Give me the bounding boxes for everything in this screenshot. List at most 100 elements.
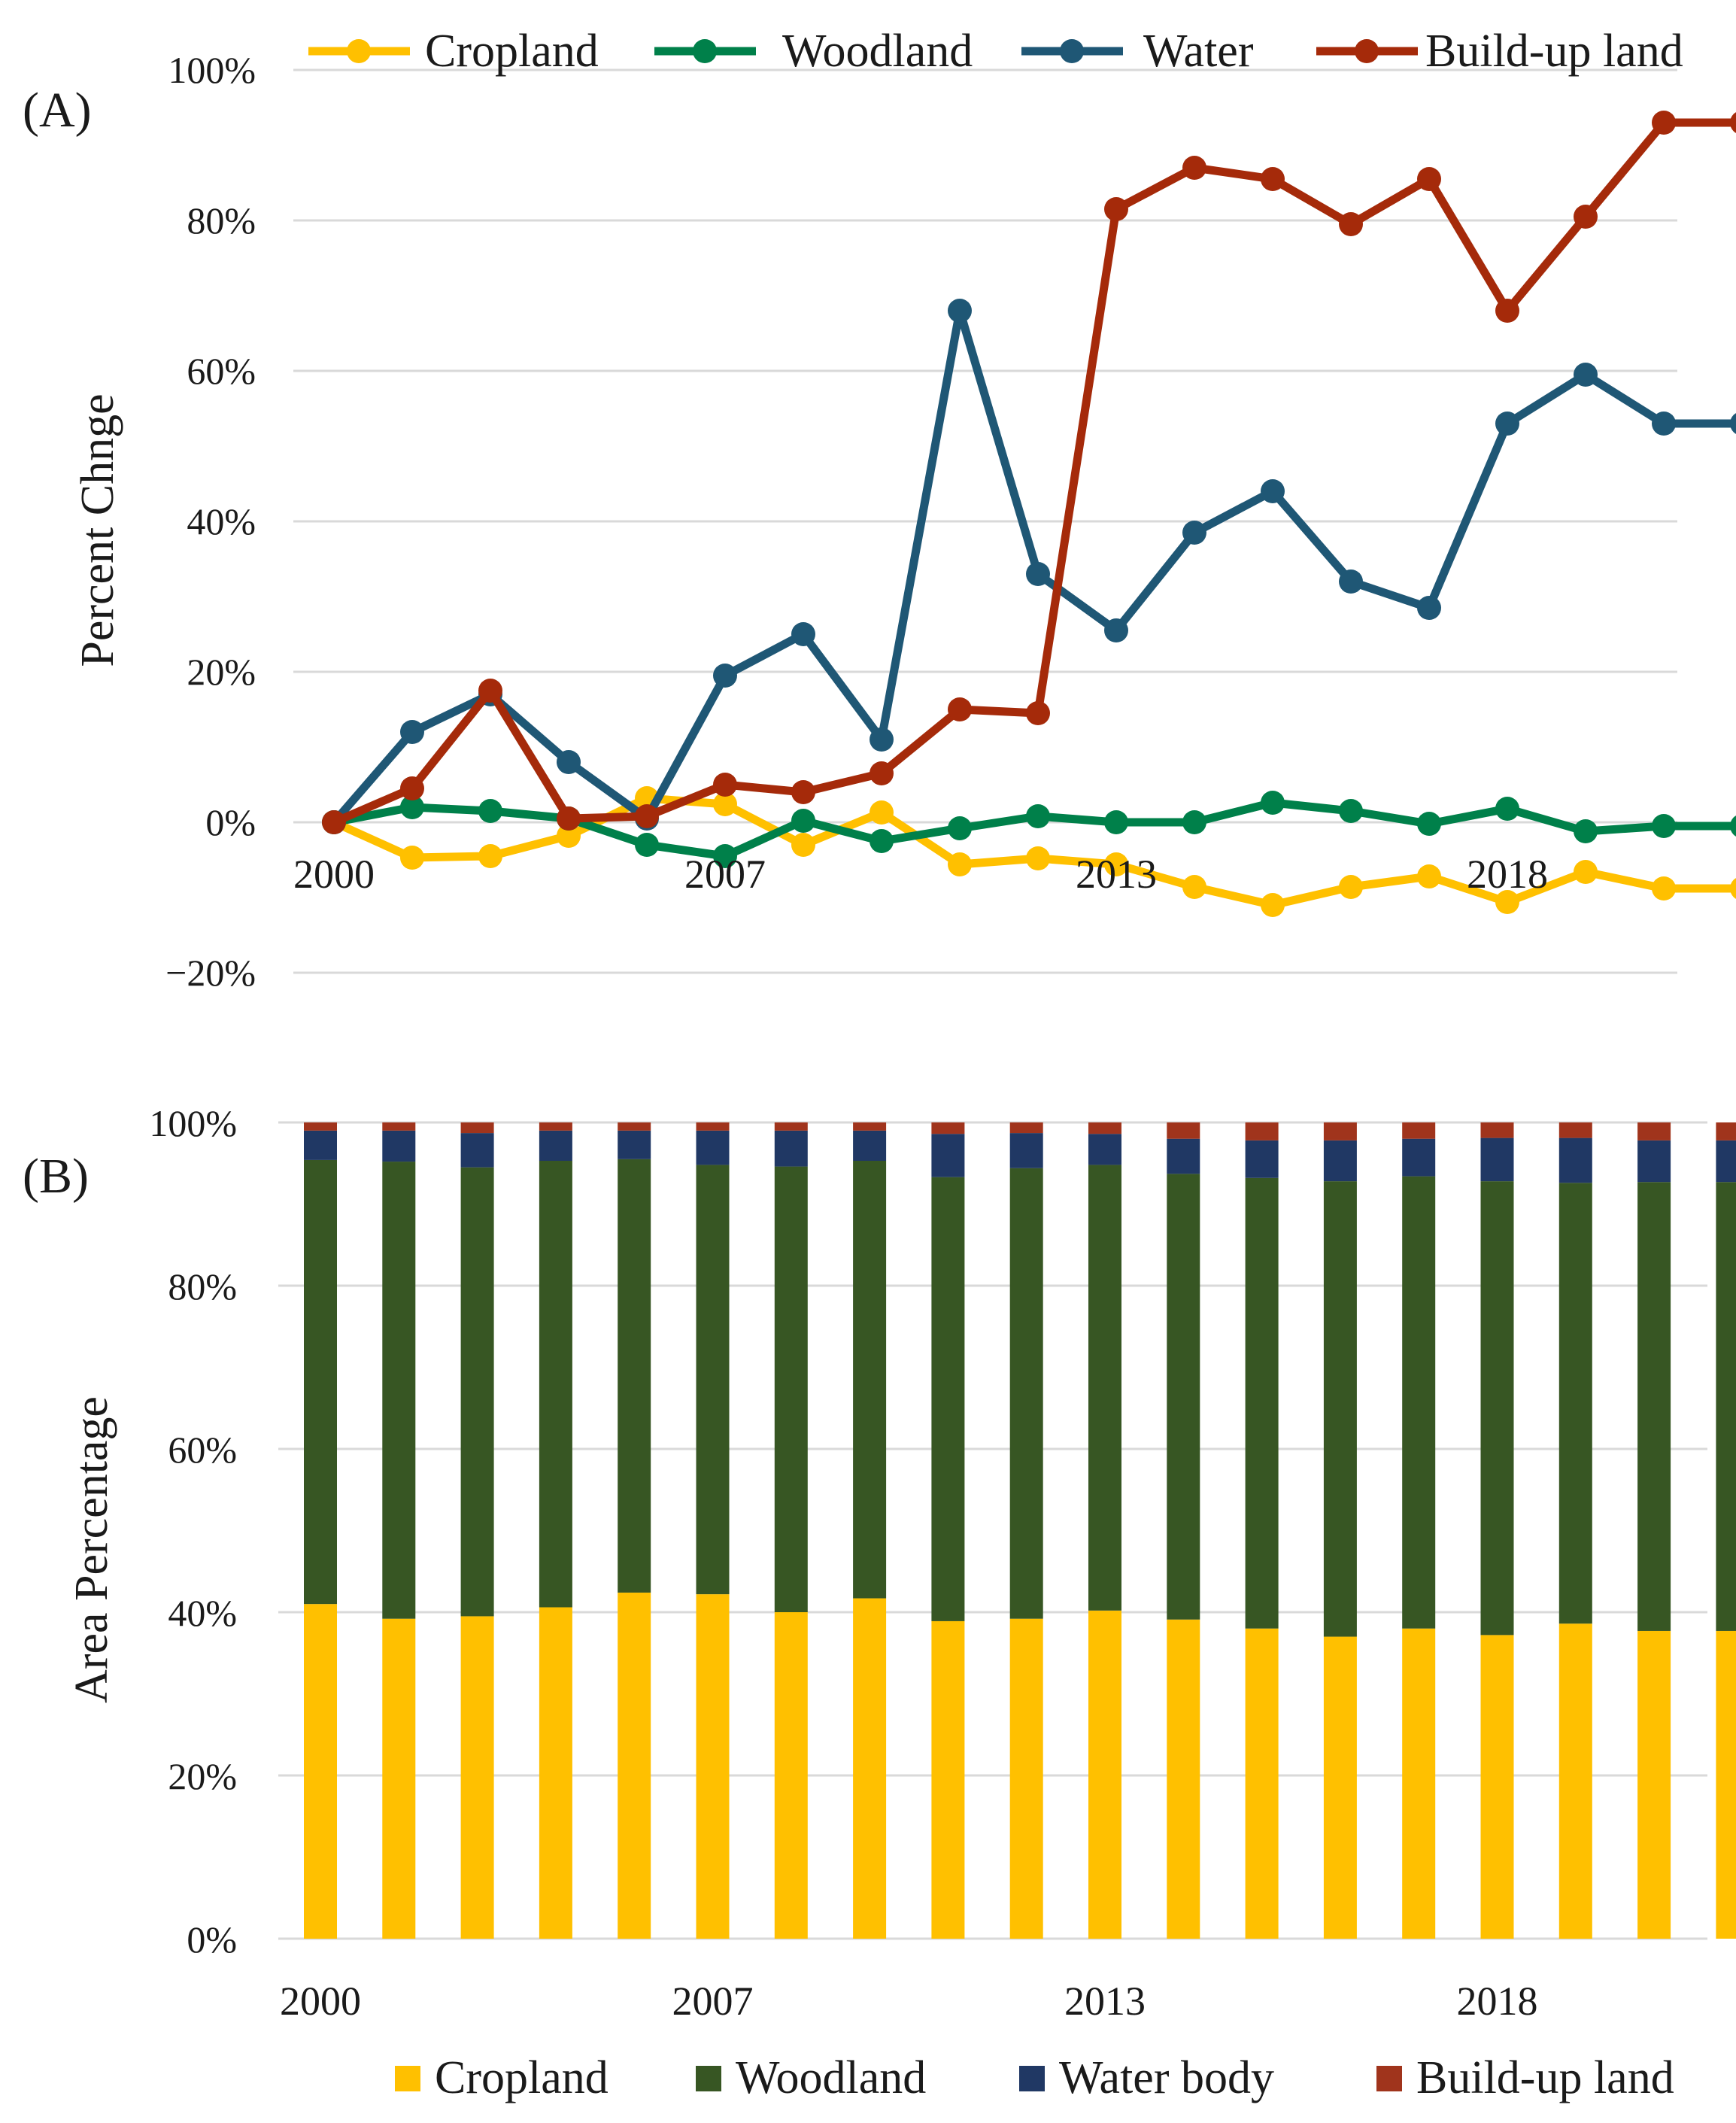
cropland-bar-segment: [1402, 1628, 1436, 1939]
cropland-bar-segment: [382, 1618, 416, 1939]
panel-a-label: (A): [23, 83, 92, 138]
water-point: [400, 720, 424, 744]
water-body-bar-segment: [853, 1130, 887, 1161]
woodland-point: [870, 829, 894, 853]
water-body-bar-segment: [1637, 1140, 1671, 1183]
build-up-land-point: [870, 761, 894, 785]
water-point: [1261, 479, 1285, 503]
cropland-bar-segment: [304, 1604, 337, 1939]
legend-marker: [1060, 39, 1084, 63]
water-point: [870, 727, 894, 752]
woodland-bar-segment: [1716, 1182, 1736, 1631]
water-body-bar-segment: [1558, 1137, 1592, 1183]
legend-swatch: [696, 2066, 721, 2091]
build-up-land-point: [1182, 156, 1206, 180]
build-up-land-point: [1730, 112, 1736, 133]
panel-a-x-tick-label: 2018: [1467, 852, 1548, 897]
cropland-bar-segment: [1167, 1619, 1200, 1939]
woodland-bar-segment: [460, 1167, 494, 1617]
legend-swatch: [1019, 2066, 1045, 2091]
cropland-point: [791, 833, 815, 857]
cropland-bar-segment: [539, 1607, 572, 1939]
water-body-bar-segment: [1167, 1138, 1200, 1174]
woodland-point: [635, 833, 659, 857]
cropland-line: [329, 794, 1736, 910]
panel-a-legend-item: Woodland: [654, 26, 973, 77]
legend-label: Water body: [1059, 2052, 1274, 2103]
build-up-land-point: [635, 804, 659, 828]
woodland-bar-segment: [774, 1166, 808, 1612]
panel-b-label: (B): [23, 1149, 89, 1204]
legend-label: Woodland: [782, 26, 973, 77]
bar-stack-2005: [696, 1122, 730, 1939]
cropland-bar-segment: [1245, 1628, 1279, 1939]
series-water: [322, 299, 1736, 834]
legend-label: Build-up land: [1416, 2052, 1674, 2103]
build-up-land-point: [1574, 205, 1598, 229]
build-up-land-bar-segment: [382, 1122, 416, 1131]
cropland-point: [1652, 876, 1676, 901]
panel-b-gridlines: [278, 1121, 1707, 1940]
panel-b-x-ticks: 2000 2007 2013 2018: [280, 1979, 1538, 2024]
water-point: [713, 664, 737, 688]
cropland-point: [1730, 878, 1736, 899]
build-up-land-bar-segment: [1480, 1122, 1514, 1138]
woodland-bar-segment: [1167, 1174, 1200, 1620]
woodland-point: [1026, 804, 1050, 828]
panel-b-y-tick-label: 80%: [168, 1265, 237, 1308]
panel-b-x-tick-label: 2000: [280, 1979, 361, 2024]
build-up-land-bar-segment: [304, 1122, 337, 1131]
build-up-land-bar-segment: [696, 1122, 730, 1131]
panel-a-y-ticks: −20% 0% 20% 40% 60% 80% 100%: [165, 49, 256, 994]
build-up-land-bar-segment: [1716, 1122, 1736, 1140]
panel-a-x-tick-label: 2000: [293, 852, 375, 897]
build-up-land-bar-segment: [1323, 1122, 1357, 1140]
panel-a-y-tick-label: 0%: [205, 801, 256, 843]
woodland-bar-segment: [1323, 1181, 1357, 1637]
build-up-land-bar-segment: [1245, 1122, 1279, 1140]
panel-b-y-tick-label: 0%: [187, 1918, 237, 1961]
legend-label: Cropland: [435, 2052, 609, 2103]
woodland-bar-segment: [304, 1159, 337, 1605]
bar-stack-2009: [1009, 1122, 1043, 1939]
water-body-bar-segment: [618, 1130, 651, 1159]
panel-a-x-tick-label: 2007: [684, 852, 766, 897]
water-point: [557, 750, 581, 774]
bar-stack-2007: [853, 1122, 887, 1939]
bar-stack-2008: [931, 1122, 965, 1939]
cropland-bar-segment: [618, 1592, 651, 1939]
woodland-bar-segment: [931, 1177, 965, 1621]
cropland-point: [1339, 875, 1363, 899]
panel-a-y-tick-label: 80%: [187, 199, 256, 241]
woodland-point: [400, 795, 424, 819]
panel-b-y-tick-label: 60%: [168, 1429, 237, 1471]
woodland-point: [1339, 799, 1363, 823]
build-up-land-bar-segment: [1637, 1122, 1671, 1140]
build-up-land-bar-segment: [853, 1122, 887, 1131]
legend-label: Build-up land: [1425, 26, 1683, 77]
bar-stack-2018: [1716, 1122, 1736, 1939]
woodland-bar-segment: [539, 1160, 572, 1608]
water-body-bar-segment: [1716, 1140, 1736, 1183]
cropland-bar-segment: [1558, 1623, 1592, 1939]
build-up-land-bar-segment: [1009, 1122, 1043, 1134]
water-body-bar-segment: [1480, 1137, 1514, 1182]
panel-b-y-ticks: 0% 20% 40% 60% 80% 100%: [149, 1102, 237, 1961]
build-up-land-point: [478, 679, 502, 703]
panel-b-y-tick-label: 100%: [149, 1102, 237, 1144]
legend-label: Woodland: [736, 2052, 926, 2103]
water-body-bar-segment: [539, 1130, 572, 1161]
legend-swatch: [395, 2066, 420, 2091]
water-point: [948, 299, 972, 323]
woodland-bar-segment: [696, 1165, 730, 1595]
panel-b-x-tick-label: 2013: [1064, 1979, 1146, 2024]
panel-a-line-chart: (A) Percent Chnge −20% 0% 20% 40% 60% 80% 100%…: [23, 26, 1736, 994]
series-build-up-land: [322, 111, 1736, 834]
cropland-point: [400, 846, 424, 870]
build-up-land-bar-segment: [618, 1122, 651, 1131]
woodland-point: [1652, 814, 1676, 838]
cropland-bar-segment: [1088, 1610, 1121, 1939]
water-body-bar-segment: [931, 1134, 965, 1177]
panel-b-y-axis-label: Area Percentage: [66, 1396, 117, 1703]
